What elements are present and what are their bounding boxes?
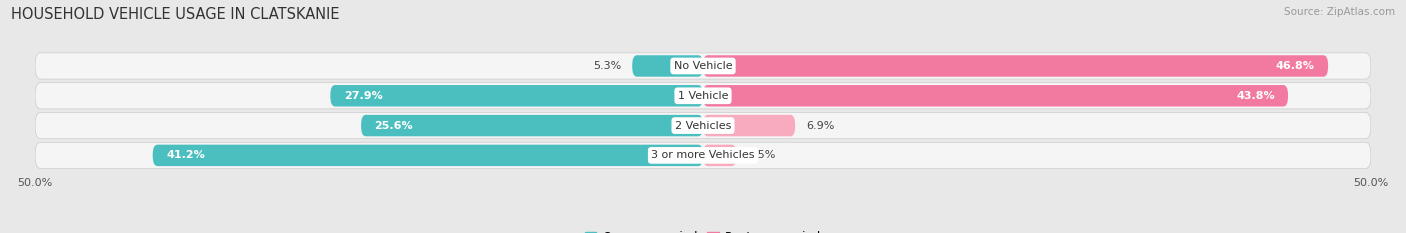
- Text: 46.8%: 46.8%: [1275, 61, 1315, 71]
- FancyBboxPatch shape: [703, 115, 796, 136]
- Legend: Owner-occupied, Renter-occupied: Owner-occupied, Renter-occupied: [579, 226, 827, 233]
- Text: HOUSEHOLD VEHICLE USAGE IN CLATSKANIE: HOUSEHOLD VEHICLE USAGE IN CLATSKANIE: [11, 7, 340, 22]
- Text: No Vehicle: No Vehicle: [673, 61, 733, 71]
- FancyBboxPatch shape: [153, 145, 703, 166]
- FancyBboxPatch shape: [35, 83, 1371, 109]
- Text: 1 Vehicle: 1 Vehicle: [678, 91, 728, 101]
- Text: 5.3%: 5.3%: [593, 61, 621, 71]
- FancyBboxPatch shape: [35, 53, 1371, 79]
- FancyBboxPatch shape: [703, 85, 1288, 106]
- Text: 41.2%: 41.2%: [166, 150, 205, 160]
- FancyBboxPatch shape: [361, 115, 703, 136]
- FancyBboxPatch shape: [703, 55, 1329, 77]
- Text: 43.8%: 43.8%: [1236, 91, 1275, 101]
- FancyBboxPatch shape: [633, 55, 703, 77]
- FancyBboxPatch shape: [703, 145, 737, 166]
- FancyBboxPatch shape: [35, 113, 1371, 139]
- Text: 25.6%: 25.6%: [374, 120, 413, 130]
- Text: 2.5%: 2.5%: [747, 150, 776, 160]
- FancyBboxPatch shape: [35, 142, 1371, 168]
- FancyBboxPatch shape: [330, 85, 703, 106]
- Text: 3 or more Vehicles: 3 or more Vehicles: [651, 150, 755, 160]
- Text: 6.9%: 6.9%: [806, 120, 834, 130]
- Text: Source: ZipAtlas.com: Source: ZipAtlas.com: [1284, 7, 1395, 17]
- Text: 27.9%: 27.9%: [343, 91, 382, 101]
- Text: 2 Vehicles: 2 Vehicles: [675, 120, 731, 130]
